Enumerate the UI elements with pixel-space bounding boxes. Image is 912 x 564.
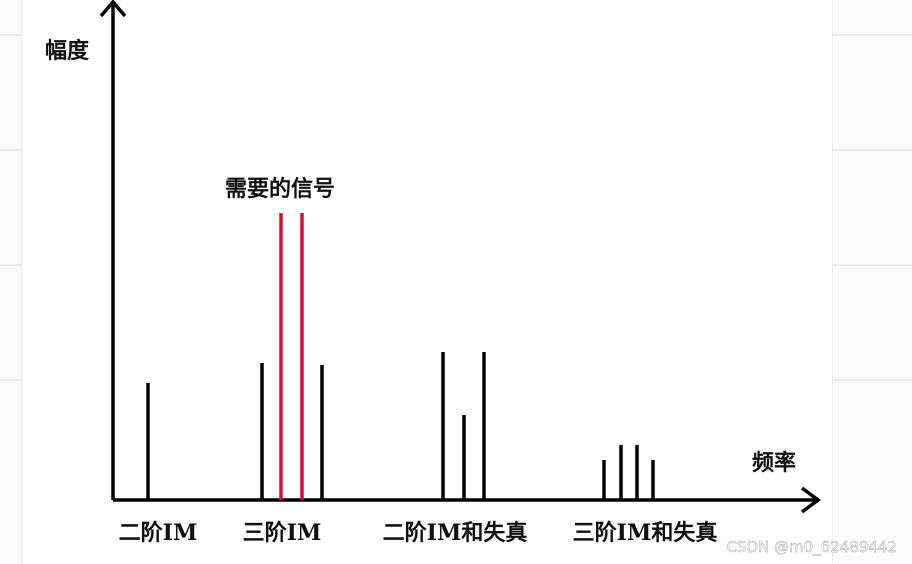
y-axis-label: 幅度 [45, 38, 90, 64]
panel [22, 0, 832, 564]
group-label: 三阶IM [243, 520, 322, 546]
group-label: 三阶IM和失真 [573, 520, 718, 546]
group-label: 二阶IM [119, 520, 198, 546]
signal-lines [279, 213, 304, 500]
watermark: CSDN @m0_62489442 [726, 538, 897, 557]
spectral-lines [146, 352, 655, 500]
group-label: 二阶IM和失真 [383, 520, 528, 546]
annotation: 需要的信号 [225, 176, 335, 202]
x-axis-label: 频率 [752, 450, 796, 476]
